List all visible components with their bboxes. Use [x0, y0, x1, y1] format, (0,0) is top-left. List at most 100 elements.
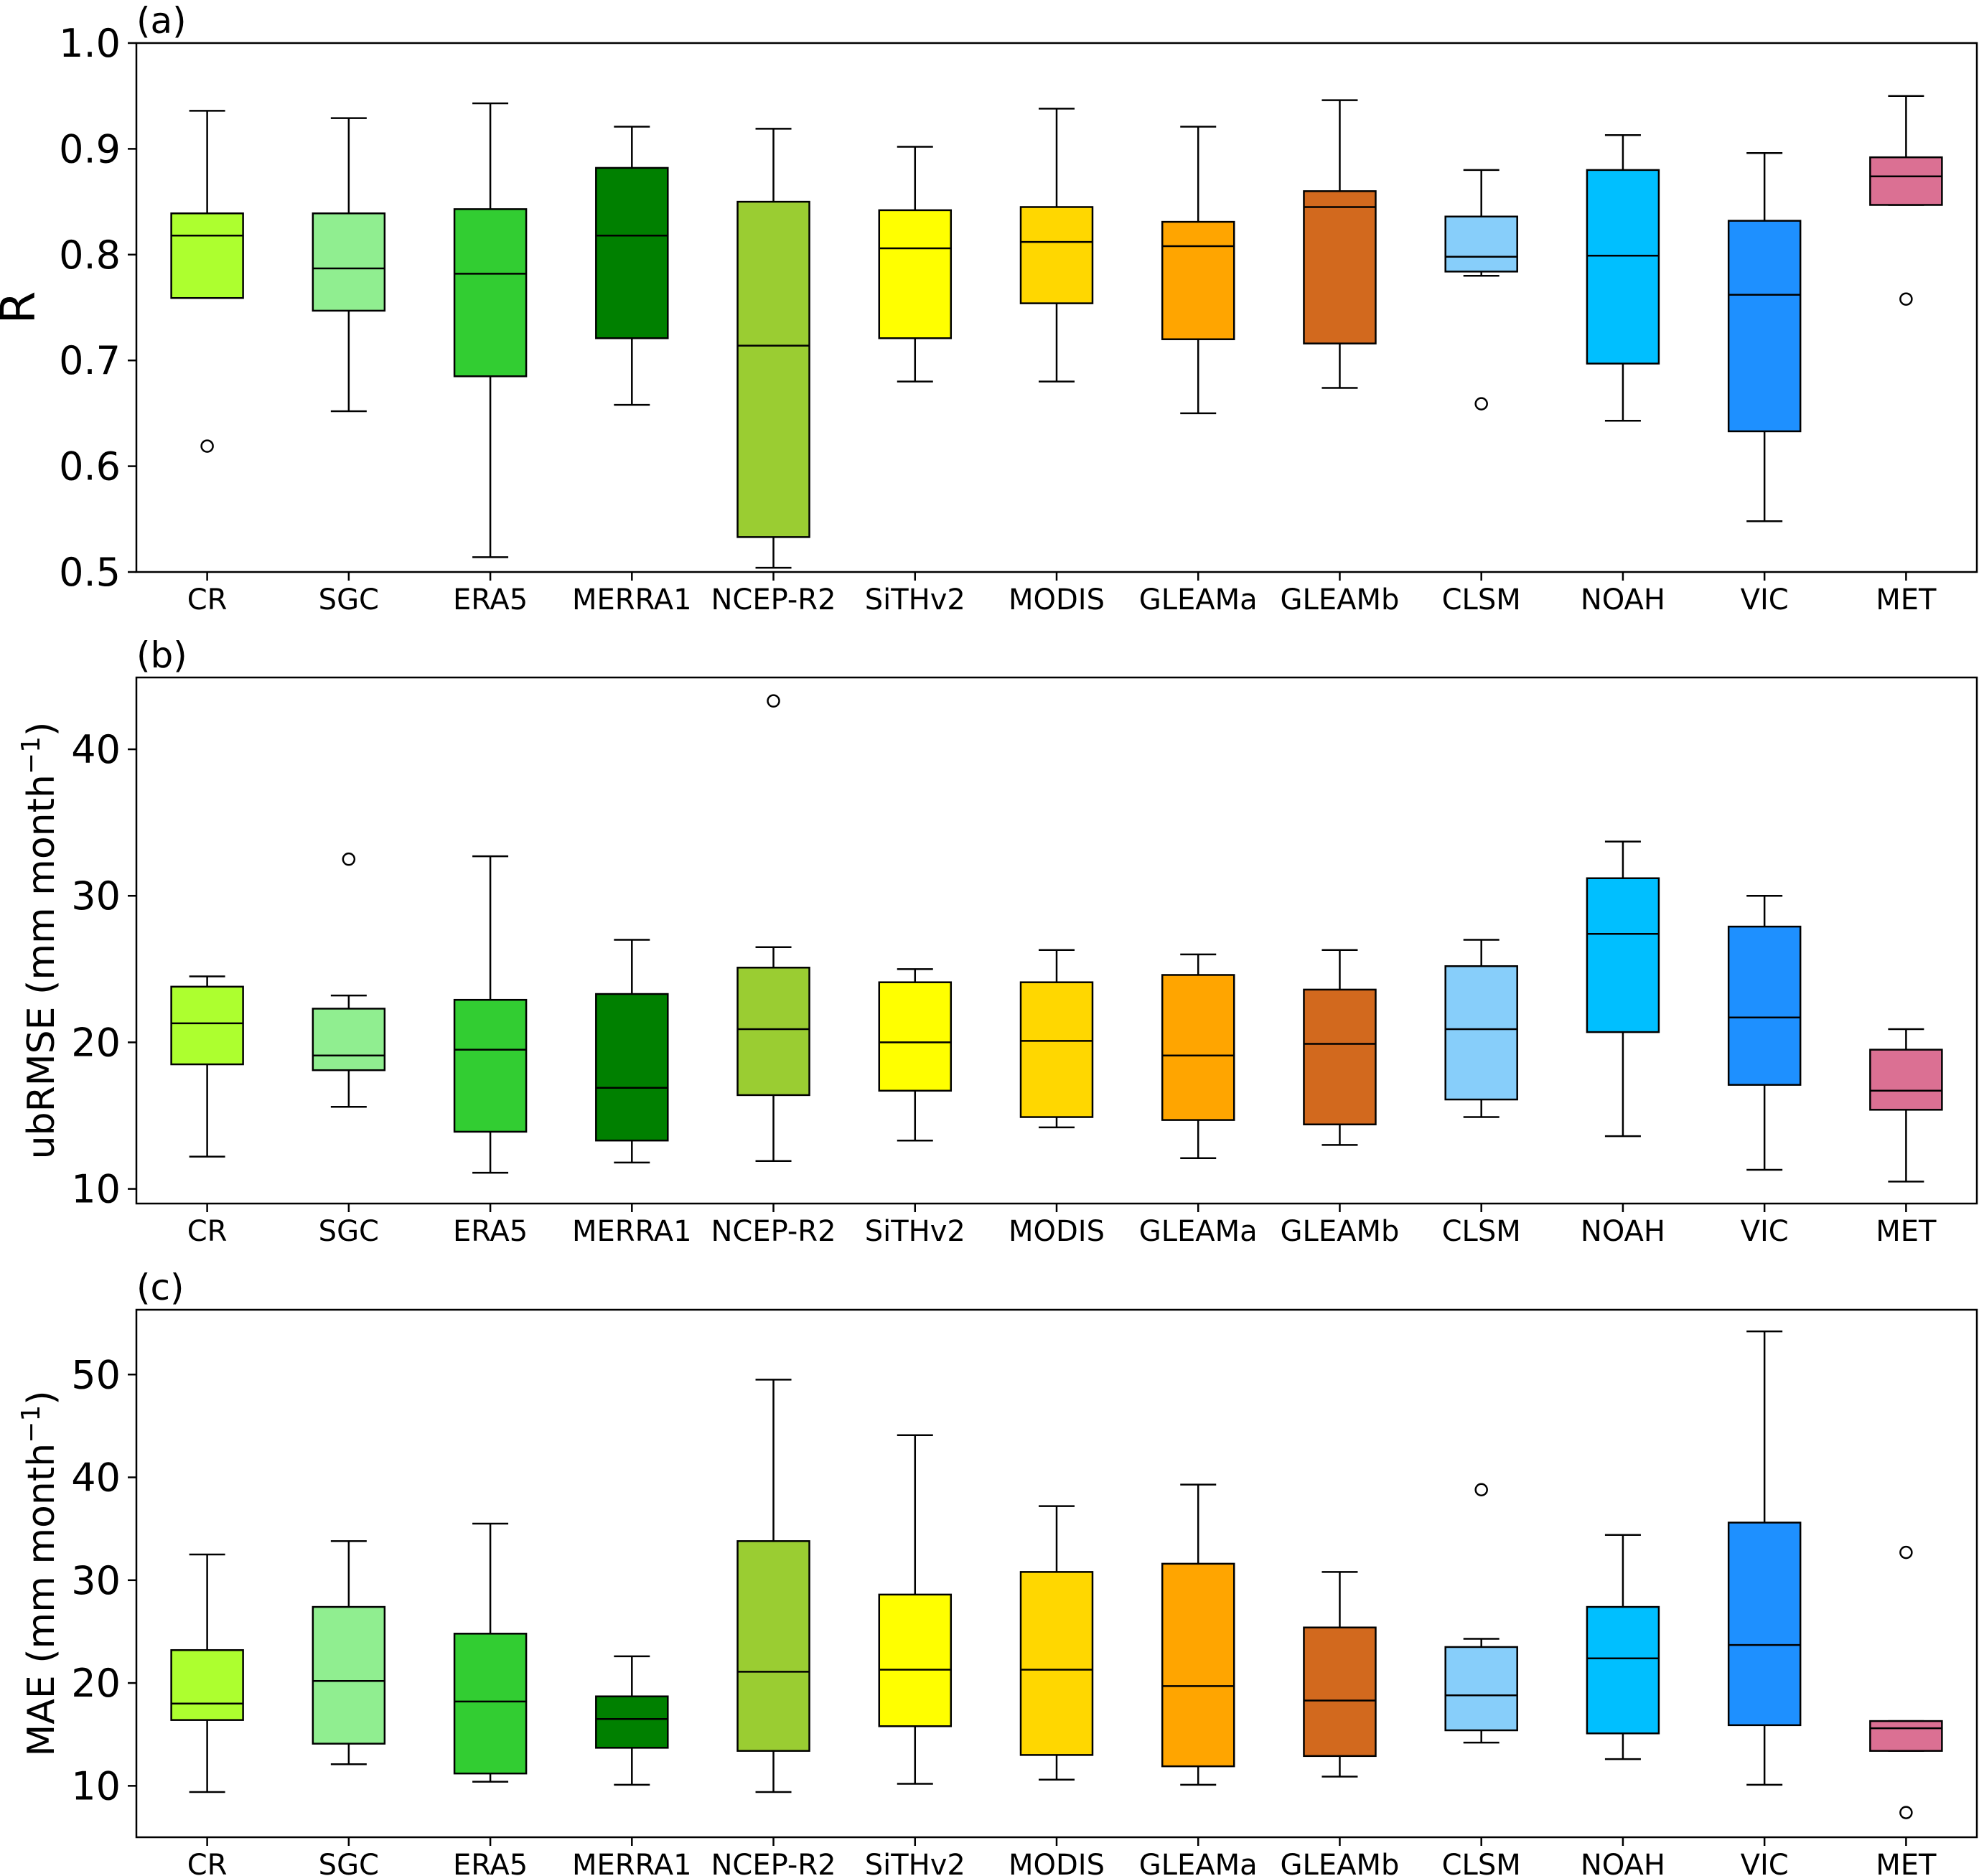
- box-gleama: [1161, 953, 1235, 1159]
- box-iqr: [595, 1695, 669, 1749]
- y-axis-label-superscript: −1: [17, 1405, 46, 1443]
- box-iqr: [1444, 215, 1518, 273]
- x-tick-label: SGC: [319, 1849, 379, 1876]
- box-sithv2: [878, 1434, 953, 1785]
- outlier-point: [1899, 1545, 1913, 1560]
- box-iqr: [736, 200, 810, 538]
- x-tick-label: SGC: [319, 1215, 379, 1248]
- y-tick-label: 10: [71, 1167, 121, 1212]
- y-tick-label: 10: [71, 1763, 121, 1809]
- outlier-point: [342, 852, 356, 866]
- x-tick-label: GLEAMa: [1139, 1215, 1258, 1248]
- x-tick-label: MERRA1: [572, 1849, 692, 1876]
- outlier-point: [1474, 1483, 1488, 1496]
- box-merra1: [595, 939, 669, 1164]
- x-tick-label: MODIS: [1009, 583, 1105, 616]
- x-tick-label: CR: [187, 583, 228, 616]
- box-iqr: [1727, 1521, 1802, 1727]
- box-iqr: [1586, 169, 1660, 365]
- box-iqr: [1727, 925, 1802, 1086]
- box-iqr: [878, 209, 953, 339]
- box-gleamb: [1303, 949, 1377, 1146]
- y-axis-label-main: ubRMSE (mm month: [20, 774, 63, 1159]
- box-iqr: [312, 212, 386, 312]
- box-met: [1869, 1545, 1943, 1819]
- box-gleama: [1161, 126, 1235, 415]
- box-iqr: [1727, 220, 1802, 433]
- box-iqr: [170, 985, 244, 1066]
- box-sgc: [312, 852, 386, 1108]
- box-iqr: [878, 981, 953, 1092]
- x-tick-label: GLEAMa: [1139, 583, 1258, 616]
- panel-label: (a): [136, 0, 187, 42]
- y-tick-label: 30: [71, 873, 121, 919]
- x-tick-label: SGC: [319, 583, 379, 616]
- y-axis-label-main: MAE (mm month: [20, 1443, 63, 1757]
- y-axis-label: MAE (mm month−1): [17, 1390, 63, 1756]
- box-cr: [170, 110, 244, 453]
- box-iqr: [1161, 974, 1235, 1121]
- box-iqr: [453, 1633, 528, 1775]
- box-iqr: [1869, 1049, 1943, 1111]
- x-tick-label: MERRA1: [572, 583, 692, 616]
- x-tick-label: MET: [1876, 1849, 1937, 1876]
- box-sithv2: [878, 146, 953, 383]
- y-tick-label: 0.8: [59, 233, 121, 278]
- y-axis-label-main: R: [0, 291, 46, 324]
- box-iqr: [1869, 1720, 1943, 1752]
- x-tick-label: CLSM: [1442, 1215, 1521, 1248]
- x-tick-label: ERA5: [453, 1849, 528, 1876]
- outlier-point: [1899, 292, 1913, 306]
- x-tick-label: VIC: [1741, 1215, 1789, 1248]
- y-tick-label: 50: [71, 1352, 121, 1397]
- box-sgc: [312, 1540, 386, 1765]
- box-iqr: [1586, 877, 1660, 1033]
- x-tick-label: CLSM: [1442, 1849, 1521, 1876]
- y-tick-label: 30: [71, 1558, 121, 1603]
- box-cr: [170, 1553, 244, 1793]
- box-iqr: [312, 1008, 386, 1071]
- box-vic: [1727, 1330, 1802, 1786]
- x-tick-label: MERRA1: [572, 1215, 692, 1248]
- x-tick-label: VIC: [1741, 583, 1789, 616]
- x-tick-label: NOAH: [1581, 1849, 1665, 1876]
- y-tick-label: 0.5: [59, 550, 121, 595]
- x-tick-label: GLEAMb: [1281, 583, 1400, 616]
- x-tick-label: SiTHv2: [865, 1849, 965, 1876]
- box-iqr: [1019, 206, 1094, 304]
- box-ncep-r2: [736, 694, 810, 1163]
- x-tick-label: VIC: [1741, 1849, 1789, 1876]
- box-merra1: [595, 126, 669, 406]
- panel-a-R: CR SGC ERA5 MERRA1 NCEP-R2 SiTHv2 MODIS GLEAMa G…: [0, 0, 1978, 616]
- y-axis-label-close: ): [20, 1390, 63, 1404]
- box-iqr: [595, 993, 669, 1142]
- box-sithv2: [878, 968, 953, 1142]
- x-tick-label: SiTHv2: [865, 1215, 965, 1248]
- box-iqr: [1019, 981, 1094, 1118]
- box-iqr: [453, 208, 528, 377]
- box-modis: [1019, 949, 1094, 1129]
- x-tick-label: CR: [187, 1849, 228, 1876]
- panel-label: (c): [136, 1267, 184, 1308]
- box-cr: [170, 975, 244, 1158]
- box-iqr: [595, 167, 669, 339]
- x-tick-label: MET: [1876, 1215, 1937, 1248]
- box-noah: [1586, 840, 1660, 1138]
- x-tick-label: CLSM: [1442, 583, 1521, 616]
- box-era5: [453, 102, 528, 558]
- box-met: [1869, 95, 1943, 306]
- x-tick-label: NOAH: [1581, 583, 1665, 616]
- y-tick-label: 1.0: [59, 21, 121, 66]
- box-iqr: [170, 212, 244, 299]
- box-iqr: [1161, 220, 1235, 340]
- y-axis-label-superscript: −1: [17, 736, 46, 774]
- box-clsm: [1444, 1483, 1518, 1744]
- box-iqr: [1444, 1646, 1518, 1732]
- box-modis: [1019, 1505, 1094, 1781]
- x-tick-label: GLEAMa: [1139, 1849, 1258, 1876]
- box-gleamb: [1303, 99, 1377, 389]
- x-tick-label: NCEP-R2: [711, 1215, 836, 1248]
- box-vic: [1727, 894, 1802, 1171]
- box-ncep-r2: [736, 128, 810, 569]
